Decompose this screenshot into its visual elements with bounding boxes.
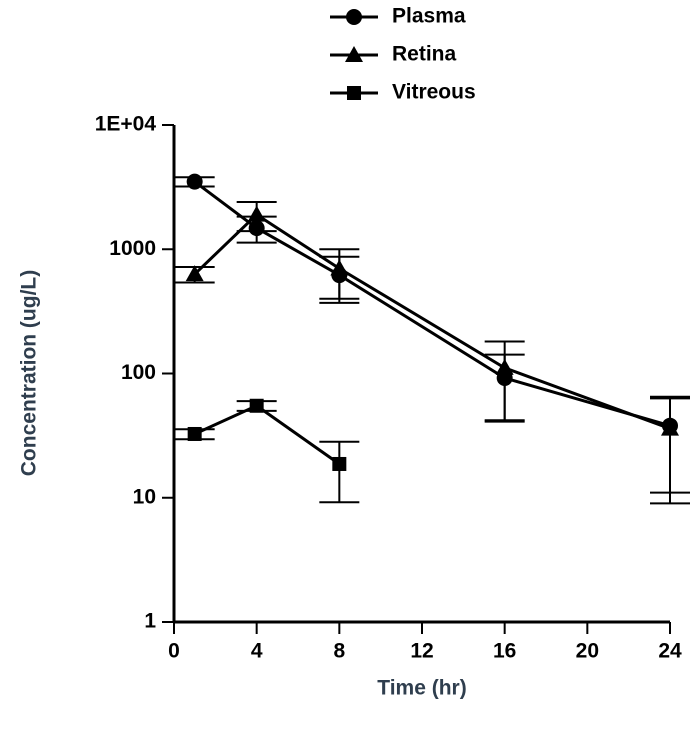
- y-tick-label: 100: [121, 361, 156, 384]
- y-tick-label: 1E+04: [95, 113, 157, 136]
- y-tick-label: 1000: [109, 237, 156, 260]
- marker: [496, 359, 514, 375]
- series-line: [195, 182, 670, 426]
- series-line: [195, 215, 670, 429]
- legend-label: Plasma: [392, 5, 466, 28]
- error-bar: [650, 398, 690, 503]
- marker: [330, 259, 348, 275]
- marker: [187, 174, 203, 190]
- marker: [188, 427, 202, 441]
- x-tick-label: 0: [168, 640, 180, 663]
- error-bar: [319, 442, 359, 502]
- y-tick-label: 10: [133, 485, 156, 508]
- legend-label: Retina: [392, 43, 457, 66]
- x-axis-label: Time (hr): [377, 677, 466, 700]
- marker: [332, 457, 346, 471]
- x-tick-label: 24: [658, 640, 682, 663]
- marker: [250, 399, 264, 413]
- x-tick-label: 8: [333, 640, 345, 663]
- x-tick-label: 4: [251, 640, 263, 663]
- series-line: [195, 406, 340, 464]
- x-tick-label: 20: [576, 640, 599, 663]
- marker: [248, 206, 266, 222]
- x-tick-label: 12: [410, 640, 433, 663]
- marker: [347, 86, 361, 100]
- y-axis-label: Concentration (ug/L): [18, 270, 41, 476]
- y-tick-label: 1: [144, 610, 156, 633]
- x-tick-label: 16: [493, 640, 516, 663]
- legend-label: Vitreous: [392, 81, 476, 104]
- chart: Time (hr) Concentration (ug/L) 1 10 100 100…: [0, 0, 692, 735]
- marker: [346, 9, 362, 25]
